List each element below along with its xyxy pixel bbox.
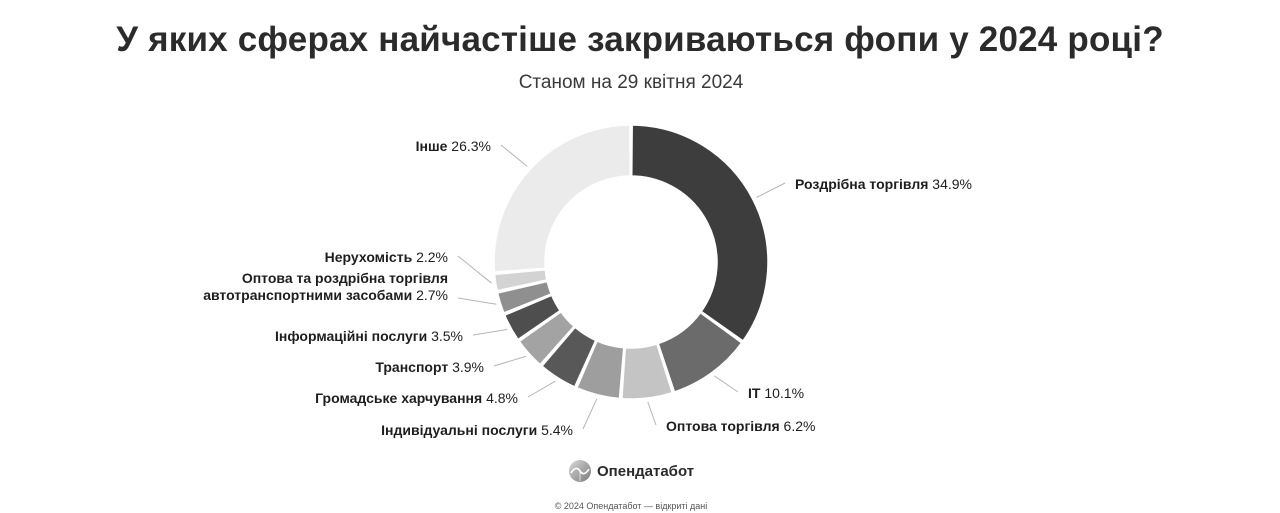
slice-транспорт	[518, 310, 576, 366]
data-label-індивідуальні-послуги: Індивідуальні послуги 5.4%	[381, 422, 573, 438]
data-label-роздрібна-торгівля: Роздрібна торгівля 34.9%	[795, 176, 972, 192]
slice-it	[657, 311, 743, 393]
leader-line-інше	[500, 144, 528, 167]
footer-credit: © 2024 Опендатабот — відкриті дані	[554, 501, 708, 511]
leader-lines-layer	[457, 144, 786, 430]
slice-роздрібна-торгівля	[630, 124, 769, 342]
brand-name: Опендатабот	[597, 462, 695, 480]
data-label-нерухомість: Нерухомість 2.2%	[325, 249, 448, 265]
leader-line-оптова-торгівля	[647, 401, 657, 426]
leader-line-індивідуальні-послуги	[582, 398, 598, 430]
data-label-інше: Інше 26.3%	[416, 138, 491, 154]
data-label-інформаційні-послуги: Інформаційні послуги 3.5%	[275, 328, 463, 344]
leader-line-нерухомість	[457, 255, 492, 284]
opendatabot-logo-icon	[569, 460, 591, 482]
leader-line-інформаційні-послуги	[472, 329, 508, 336]
chart-subtitle: Станом на 29 квітня 2024	[518, 72, 744, 93]
leader-line-транспорт	[493, 355, 527, 367]
slice-індивідуальні-послуги	[575, 340, 625, 400]
slice-інформаційні-послуги	[503, 294, 562, 341]
labels-layer: Роздрібна торгівля 34.9% IT 10.1% Оптова т…	[203, 138, 972, 438]
leader-line-оптова-та-роздрібна-торгівля-автотранспортними-засобами	[457, 297, 497, 305]
slice-оптова-торгівля	[621, 343, 674, 400]
slice-нерухомість	[493, 268, 548, 292]
slices-layer	[493, 124, 769, 400]
brand: Опендатабот	[568, 458, 694, 484]
leader-line-it	[713, 375, 739, 393]
leader-line-громадське-харчування	[527, 380, 556, 398]
slice-інше	[493, 124, 632, 273]
leader-line-роздрібна-торгівля	[756, 182, 786, 199]
data-label-оптова-та-роздрібна-торгівля-автотранспортними-засобами: Оптова та роздрібна торгівля автотранспор…	[203, 270, 448, 303]
data-label-оптова-торгівля: Оптова торгівля 6.2%	[666, 418, 815, 434]
data-label-громадське-харчування: Громадське харчування 4.8%	[315, 390, 518, 406]
chart-title: У яких сферах найчастіше закриваються фо…	[116, 20, 1164, 59]
slice-оптова-та-роздрібна-торгівля-автотранспортними-засобами	[496, 280, 553, 314]
data-label-транспорт: Транспорт 3.9%	[375, 359, 484, 375]
slice-громадське-харчування	[540, 326, 597, 388]
data-label-it: IT 10.1%	[748, 385, 804, 401]
